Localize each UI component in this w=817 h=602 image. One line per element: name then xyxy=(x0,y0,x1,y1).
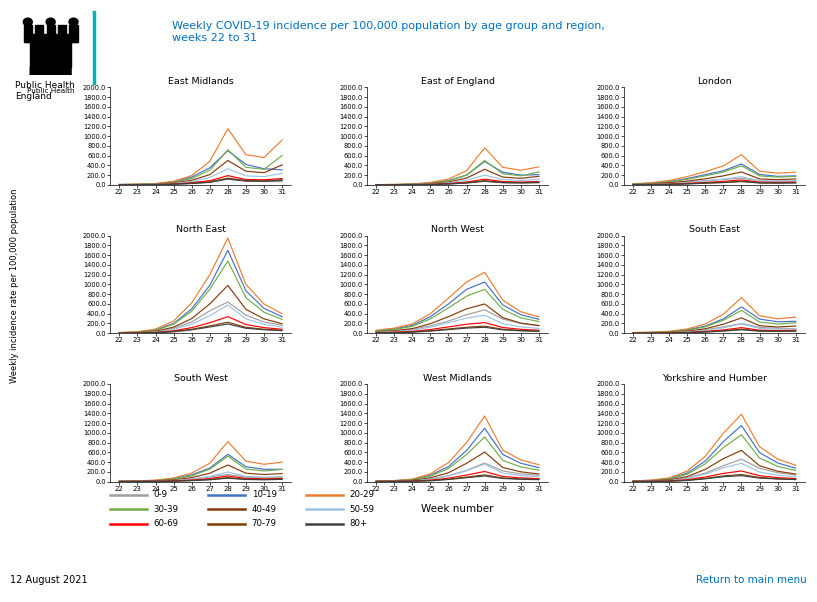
Text: Public Health
England: Public Health England xyxy=(15,81,74,101)
Text: 40-49: 40-49 xyxy=(252,505,277,514)
Bar xyxy=(58,25,66,42)
Bar xyxy=(25,34,77,42)
Text: Weekly COVID-19 incidence per 100,000 population by age group and region,
weeks : Weekly COVID-19 incidence per 100,000 po… xyxy=(172,21,605,43)
Title: East Midlands: East Midlands xyxy=(167,77,234,86)
Text: 20-29: 20-29 xyxy=(350,491,375,499)
Bar xyxy=(69,25,78,42)
Title: North East: North East xyxy=(176,225,225,234)
Text: 12 August 2021: 12 August 2021 xyxy=(10,575,87,585)
Text: 60-69: 60-69 xyxy=(154,520,179,528)
Bar xyxy=(47,25,55,42)
Text: Return to main menu: Return to main menu xyxy=(695,575,806,585)
Text: 70-79: 70-79 xyxy=(252,520,277,528)
Text: 30-39: 30-39 xyxy=(154,505,179,514)
Title: South West: South West xyxy=(174,373,228,382)
Title: West Midlands: West Midlands xyxy=(423,373,492,382)
Text: 0-9: 0-9 xyxy=(154,491,167,499)
Title: Yorkshire and Humber: Yorkshire and Humber xyxy=(662,373,767,382)
Bar xyxy=(35,25,43,42)
Title: London: London xyxy=(697,77,732,86)
Title: North West: North West xyxy=(431,225,484,234)
Text: 50-59: 50-59 xyxy=(350,505,375,514)
Text: Weekly incidence rate per 100,000 population: Weekly incidence rate per 100,000 popula… xyxy=(10,188,20,383)
Circle shape xyxy=(46,18,55,26)
Circle shape xyxy=(69,18,78,26)
Bar xyxy=(30,43,71,67)
Title: South East: South East xyxy=(689,225,740,234)
Text: Week number: Week number xyxy=(422,504,493,514)
Title: East of England: East of England xyxy=(421,77,494,86)
Circle shape xyxy=(23,18,32,26)
Text: Public Health: Public Health xyxy=(27,88,74,94)
Polygon shape xyxy=(30,67,71,79)
Bar xyxy=(24,25,32,42)
Text: 10-19: 10-19 xyxy=(252,491,277,499)
Text: 80+: 80+ xyxy=(350,520,368,528)
